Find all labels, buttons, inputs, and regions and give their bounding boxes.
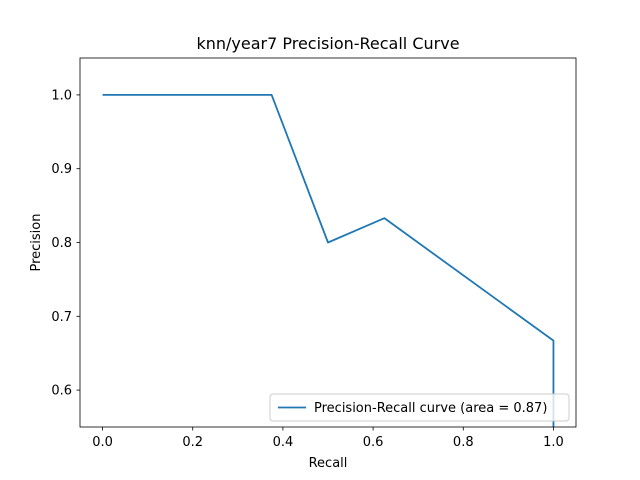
y-tick-label: 0.7 — [51, 310, 72, 325]
x-tick-label: 0.2 — [182, 435, 203, 450]
y-axis-ticks: 0.6 0.7 0.8 0.9 1.0 — [51, 88, 80, 399]
x-tick-label: 0.4 — [273, 435, 294, 450]
series-line — [102, 94, 555, 427]
y-tick-label: 0.9 — [51, 162, 72, 177]
plot-frame — [79, 57, 577, 428]
x-axis-ticks: 0.0 0.2 0.4 0.6 0.8 1.0 — [92, 427, 564, 450]
x-tick-label: 0.8 — [453, 435, 474, 450]
legend: Precision-Recall curve (area = 0.87) — [269, 393, 570, 422]
y-tick-label: 1.0 — [51, 88, 72, 103]
series-layer — [102, 94, 555, 427]
legend-box — [269, 393, 570, 422]
x-tick-label: 1.0 — [543, 435, 564, 450]
chart-title: knn/year7 Precision-Recall Curve — [196, 34, 459, 53]
y-tick-label: 0.8 — [51, 236, 72, 251]
y-axis-label: Precision — [29, 213, 44, 271]
legend-label: Precision-Recall curve (area = 0.87) — [314, 401, 547, 416]
y-tick-label: 0.6 — [51, 384, 72, 399]
x-axis-label: Recall — [309, 456, 348, 471]
x-tick-label: 0.6 — [363, 435, 384, 450]
x-tick-label: 0.0 — [92, 435, 113, 450]
